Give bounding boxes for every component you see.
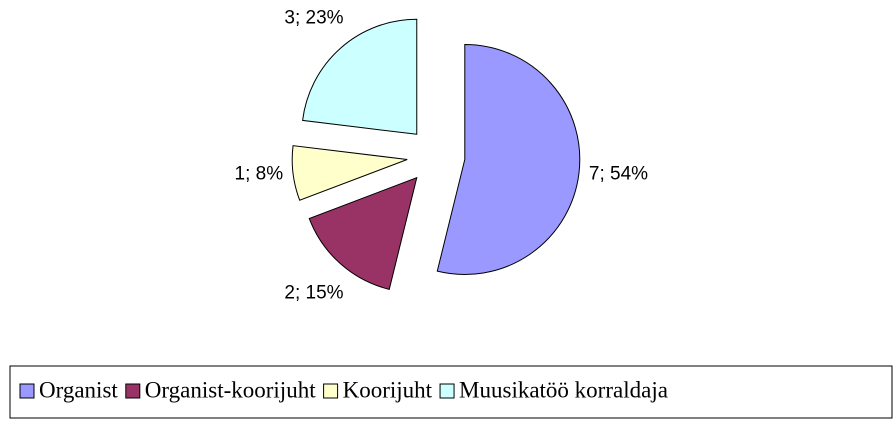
legend-label: Muusikatöö korraldaja xyxy=(459,377,668,402)
legend-swatch xyxy=(323,383,339,399)
legend-label: Organist xyxy=(39,377,118,402)
data-label: 7; 54% xyxy=(589,164,648,185)
legend-swatch xyxy=(439,383,455,399)
legend-swatch xyxy=(125,383,141,399)
pie-slice xyxy=(302,18,418,135)
pie-slice xyxy=(291,145,408,201)
legend-swatch xyxy=(19,383,35,399)
legend-label: Organist-koorijuht xyxy=(145,377,316,402)
legend-label: Koorijuht xyxy=(343,377,433,402)
data-label: 1; 8% xyxy=(235,164,284,185)
pie-slice xyxy=(308,176,418,290)
pie-slice xyxy=(436,43,581,275)
data-label: 3; 23% xyxy=(284,7,343,28)
data-label: 2; 15% xyxy=(284,283,343,304)
